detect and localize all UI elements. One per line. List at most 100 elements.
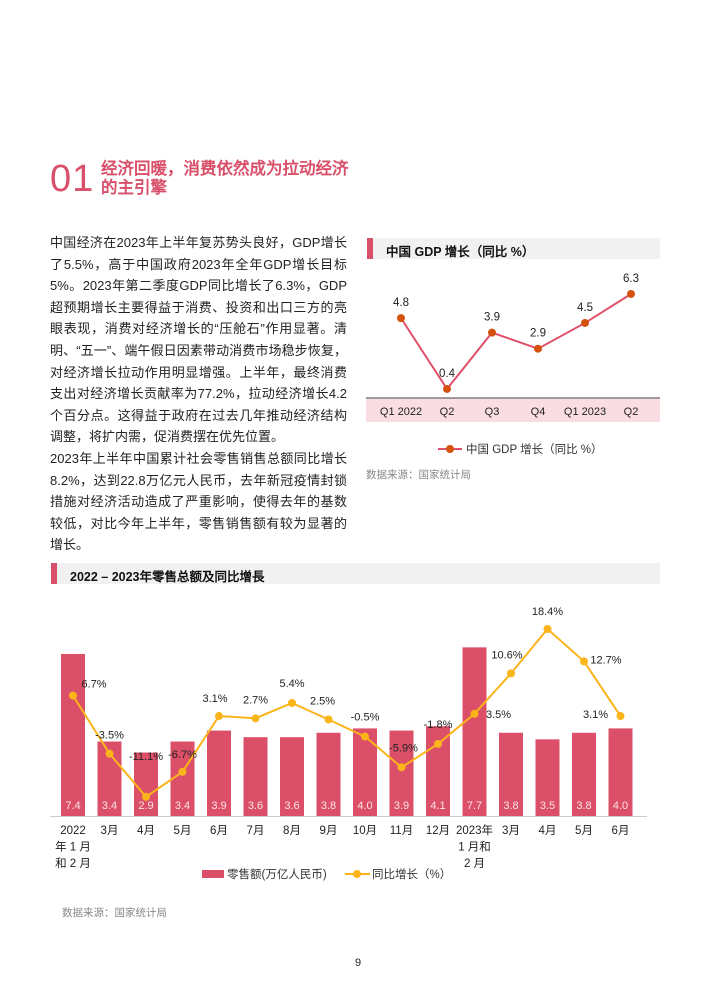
x-tick-label: 2022 (60, 825, 86, 837)
legend-label: 零售额(万亿人民币) (227, 867, 327, 881)
x-tick-label: 9月 (320, 825, 338, 837)
bar-value-label: 4.0 (357, 800, 372, 812)
yoy-data-label: -6.7% (168, 749, 197, 761)
x-tick-label: 和 2 月 (55, 857, 91, 870)
retail-chart-header: 2022 – 2023年零售总额及同比增長 (51, 563, 660, 584)
yoy-data-point (361, 732, 369, 741)
x-tick-label: 8月 (283, 825, 301, 837)
yoy-data-label: 18.4% (532, 606, 563, 618)
header-accent-bar (367, 238, 373, 259)
x-tick-label: 4月 (137, 825, 155, 837)
retail-bar (61, 653, 85, 816)
yoy-data-point (507, 669, 515, 678)
yoy-data-label: -0.5% (351, 712, 380, 724)
bar-value-label: 3.9 (211, 800, 226, 812)
gdp-data-label: 6.3 (623, 273, 639, 285)
x-tick-label: Q2 (440, 406, 455, 418)
body-paragraph: 2023年上半年中国累计社会零售销售总额同比增长8.2%，达到22.8万亿元人民… (50, 451, 347, 553)
retail-bar (389, 730, 414, 816)
retail-bar (134, 752, 158, 816)
yoy-data-label: 10.6% (491, 649, 522, 661)
gdp-data-label: 2.9 (530, 328, 546, 340)
yoy-data-label: 3.1% (202, 693, 227, 705)
retail-bar (316, 732, 341, 816)
yoy-data-label: 5.4% (279, 678, 304, 690)
x-tick-label: 2023年 (456, 823, 493, 837)
legend-marker-icon (446, 445, 454, 453)
x-tick-label: 2 月 (464, 858, 485, 870)
data-source: 数据来源：国家统计局 (366, 468, 471, 481)
yoy-data-point (288, 698, 296, 707)
bar-value-label: 3.4 (102, 800, 117, 812)
x-tick-label: 6月 (210, 825, 228, 837)
retail-chart-title: 2022 – 2023年零售总额及同比增長 (70, 570, 265, 584)
yoy-data-label: 3.1% (583, 709, 608, 721)
yoy-data-label: -5.9% (389, 742, 418, 754)
bar-value-label: 2.9 (138, 800, 153, 812)
yoy-data-label: -11.1% (129, 751, 163, 763)
legend-bar-icon (202, 870, 224, 878)
gdp-data-point (581, 318, 589, 327)
bar-value-label: 4.1 (430, 800, 445, 812)
x-tick-label: 年 1 月 (55, 840, 91, 854)
bar-value-label: 3.9 (394, 800, 409, 812)
yoy-data-point (616, 712, 625, 721)
bar-value-label: 3.6 (248, 800, 263, 812)
retail-bar (170, 741, 195, 816)
gdp-data-label: 4.8 (393, 297, 409, 309)
yoy-data-label: 2.7% (243, 694, 268, 706)
yoy-data-point (543, 625, 552, 634)
retail-bar (572, 732, 596, 816)
retail-bar (280, 737, 304, 816)
bar-value-label: 7.4 (65, 800, 80, 812)
gdp-chart-header: 中国 GDP 增长（同比 %） (367, 238, 660, 259)
gdp-data-label: 0.4 (439, 368, 456, 380)
legend-marker-icon (353, 870, 361, 878)
x-tick-label: Q4 (531, 406, 546, 418)
bar-value-label: 3.8 (503, 800, 518, 812)
gdp-data-point (488, 328, 496, 337)
x-tick-label: 3月 (502, 825, 520, 837)
yoy-data-point (215, 712, 223, 721)
x-tick-label: Q3 (485, 406, 500, 418)
body-paragraph: 中国经济在2023年上半年复苏势头良好，GDP增长了5.5%，高于中国政府202… (50, 235, 347, 445)
page-number: 9 (354, 957, 362, 969)
yoy-data-point (434, 739, 442, 748)
gdp-data-label: 3.9 (484, 312, 500, 324)
x-axis-band (366, 398, 660, 422)
x-tick-label: 10月 (353, 825, 377, 837)
x-tick-label: 5月 (575, 825, 593, 837)
bar-value-label: 3.8 (576, 800, 591, 812)
x-tick-label: 11月 (390, 825, 413, 837)
retail-bar (207, 730, 231, 816)
gdp-data-point (627, 289, 635, 298)
yoy-data-point (178, 767, 187, 776)
yoy-data-label: 2.5% (310, 695, 335, 707)
yoy-data-label: -1.8% (424, 719, 453, 731)
yoy-data-point (324, 715, 333, 724)
bar-value-label: 3.6 (284, 800, 299, 812)
section-number: 01 (50, 158, 95, 200)
x-tick-label: 6月 (612, 825, 630, 837)
gdp-growth-chart: 4.8 Q1 2022 0.4 Q2 3.9 Q3 2.9 Q4 4.5 Q1 2023 6.3 Q2… (366, 273, 660, 481)
x-tick-label: 5月 (174, 825, 192, 837)
x-tick-label: Q1 2023 (564, 406, 606, 418)
yoy-series-line (72, 627, 622, 799)
header-accent-bar (51, 563, 57, 584)
legend-label: 中国 GDP 增长（同比 %） (466, 442, 603, 456)
yoy-data-label: 6.7% (81, 679, 106, 691)
x-tick-label: Q2 (624, 406, 639, 418)
bar-value-label: 3.8 (321, 800, 336, 812)
retail-bar (535, 739, 560, 816)
bar-value-label: 3.4 (175, 800, 190, 812)
bar-value-label: 7.7 (467, 800, 482, 812)
data-source: 数据来源：国家统计局 (62, 906, 167, 919)
gdp-data-point (534, 344, 542, 353)
section-title: 经济回暖，消费依然成为拉动经济的主引擎 (101, 160, 349, 197)
yoy-data-point (69, 691, 77, 700)
retail-sales-chart: 7.4 3.4 2.9 3.4 3.9 3.6 3.6 3.8 4.0 3.9 4.1 7.7 3.8 3… (50, 606, 647, 919)
yoy-data-point (142, 792, 150, 801)
legend-label: 同比增长（%） (372, 867, 451, 881)
gdp-series-line (400, 293, 632, 391)
bar-value-label: 3.5 (540, 800, 555, 812)
